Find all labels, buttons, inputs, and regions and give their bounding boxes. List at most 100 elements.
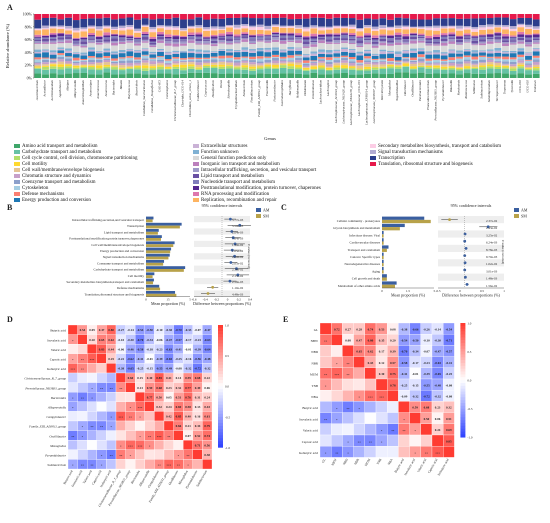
- heat-cell: [96, 411, 107, 422]
- bar-segment: [410, 69, 417, 74]
- panel-letter-e: E: [283, 315, 289, 324]
- cell-sig: ***: [166, 464, 171, 468]
- bar-segment: [241, 34, 249, 36]
- color-scale-step: [218, 410, 223, 415]
- bar-segment: [310, 65, 318, 67]
- bar-segment: [118, 70, 126, 75]
- bar-segment: [57, 36, 65, 38]
- bar-segment: [318, 53, 325, 57]
- color-scale-step: [218, 432, 223, 436]
- legend-item: Chromatin structure and dynamics: [14, 174, 91, 180]
- ci-point: [229, 217, 232, 221]
- bar-segment: [471, 26, 479, 29]
- bar-segment: [241, 14, 249, 18]
- bar-segment: [241, 35, 249, 37]
- bar-segment: [210, 61, 218, 63]
- heat-cell: [319, 322, 332, 335]
- bar-segment: [164, 54, 172, 60]
- x-tick-label-right: -0.5: [435, 289, 440, 293]
- bar-segment: [42, 74, 49, 78]
- row-label: Isovaleric acid: [299, 417, 318, 421]
- bar-segment: [479, 65, 486, 68]
- bar-segment: [218, 61, 226, 65]
- stacked-bar: [387, 14, 394, 78]
- color-scale-label: -1.0: [225, 446, 230, 450]
- cell-sig: **: [90, 464, 94, 468]
- color-scale-step: [218, 373, 223, 378]
- bar-segment: [34, 36, 42, 38]
- cell-sig: *: [130, 406, 132, 410]
- bar-segment: [203, 60, 210, 62]
- bar-segment: [57, 25, 65, 28]
- bar-segment: [440, 33, 448, 36]
- cell-value: -0.30: [165, 328, 172, 332]
- row-label: Caproic acid: [302, 440, 319, 444]
- cell-sig: **: [100, 387, 104, 391]
- cell-sig: *: [325, 452, 327, 456]
- bar-segment: [471, 67, 479, 70]
- bar-segment: [509, 37, 517, 41]
- cell-value: 0.06: [204, 386, 210, 390]
- heat-cell: [319, 356, 332, 368]
- bar-segment: [134, 67, 141, 70]
- cell-sig: **: [346, 362, 350, 366]
- ci-point: [463, 254, 467, 257]
- bar-segment: [302, 46, 310, 48]
- cell-sig: **: [148, 435, 152, 439]
- bar-segment: [371, 47, 379, 54]
- stacked-bar: [532, 14, 540, 78]
- cell-value: -0.49: [165, 367, 172, 371]
- bar-segment: [126, 60, 134, 63]
- x-tick-label-left: 5: [189, 298, 191, 302]
- bar-segment: [532, 70, 540, 74]
- bar-segment: [433, 44, 440, 46]
- cell-value: -0.01: [146, 357, 153, 361]
- bar-segment: [425, 54, 433, 59]
- bar-segment: [241, 38, 249, 40]
- cell-value: 0.32: [176, 386, 182, 390]
- legend-swatch: [193, 150, 199, 154]
- bar-segment: [364, 49, 371, 52]
- p-value: 3.01e-03: [486, 269, 498, 273]
- bar-segment: [440, 52, 448, 54]
- bar-segment: [532, 68, 540, 71]
- bar-segment: [203, 50, 210, 53]
- bar-segment: [264, 30, 272, 35]
- cell-sig: **: [81, 396, 85, 400]
- bar-segment: [72, 65, 80, 68]
- bar-segment: [456, 67, 463, 69]
- bar-segment: [364, 25, 371, 28]
- bar-segment: [141, 58, 149, 61]
- bar-segment: [187, 59, 195, 61]
- col-label: Valeric acid: [416, 458, 427, 473]
- bar-segment: [425, 64, 433, 66]
- bar-segment: [325, 29, 333, 34]
- bar-segment: [509, 41, 517, 44]
- bar-segment: [379, 69, 387, 75]
- bar-segment: [88, 65, 95, 68]
- bar-segment: [448, 60, 456, 62]
- bar-segment: [111, 38, 118, 42]
- bar-segment: [387, 64, 394, 67]
- bar-segment: [287, 50, 295, 56]
- bar-segment: [417, 51, 425, 55]
- bar-segment: [233, 69, 241, 74]
- stacked-bar: [256, 14, 264, 78]
- bar-segment: [371, 64, 379, 67]
- bar-segment: [310, 72, 318, 78]
- bar-segment: [502, 52, 509, 54]
- bar-segment: [49, 60, 57, 62]
- bar-segment: [264, 57, 272, 60]
- bar-segment: [440, 66, 448, 69]
- bar-segment: [210, 14, 218, 19]
- bar-segment: [394, 35, 402, 37]
- bar-segment: [233, 17, 241, 25]
- bar-segment: [203, 14, 210, 20]
- bar-segment: [272, 26, 279, 33]
- bar-segment: [126, 51, 134, 57]
- bar-segment: [180, 73, 187, 78]
- bar-segment: [341, 67, 348, 70]
- cell-sig: **: [324, 340, 328, 344]
- bar-segment: [394, 36, 402, 38]
- bar-segment: [172, 74, 180, 78]
